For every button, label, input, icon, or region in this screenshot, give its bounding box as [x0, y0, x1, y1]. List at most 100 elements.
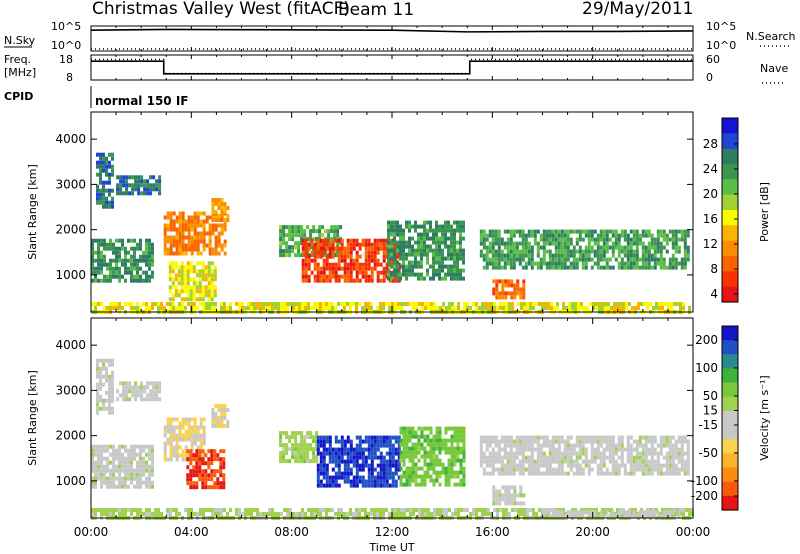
- echo-cell: [629, 435, 633, 440]
- echo-cell: [659, 245, 663, 250]
- echo-cell: [340, 435, 344, 440]
- echo-cell: [545, 265, 549, 270]
- echo-cell: [184, 227, 188, 232]
- echo-cell: [479, 451, 483, 456]
- echo-cell: [180, 297, 184, 302]
- echo-cell: [211, 420, 215, 424]
- echo-cell: [207, 473, 211, 478]
- echo-cell: [213, 293, 217, 298]
- echo-cell: [641, 233, 645, 238]
- echo-cell: [220, 243, 224, 248]
- echo-cell: [102, 382, 105, 387]
- echo-cell: [142, 512, 145, 516]
- echo-cell: [192, 285, 196, 290]
- echo-cell: [127, 508, 130, 512]
- echo-cell: [655, 508, 658, 512]
- echo-cell: [181, 453, 185, 458]
- echo-cell: [106, 468, 109, 473]
- echo-cell: [210, 285, 214, 290]
- echo-cell: [507, 291, 511, 296]
- echo-cell: [593, 249, 597, 254]
- echo-cell: [187, 421, 191, 426]
- echo-cell: [524, 237, 528, 242]
- echo-cell: [172, 425, 176, 430]
- echo-cell: [322, 467, 326, 472]
- echo-cell: [587, 253, 591, 258]
- echo-cell: [641, 253, 645, 258]
- echo-cell: [337, 467, 341, 472]
- echo-cell: [402, 450, 406, 455]
- echo-cell: [163, 243, 167, 248]
- echo-cell: [505, 302, 508, 306]
- echo-cell: [671, 265, 675, 270]
- echo-cell: [644, 455, 648, 460]
- echo-cell: [593, 237, 597, 242]
- echo-cell: [139, 242, 142, 247]
- echo-cell: [178, 215, 182, 220]
- echo-cell: [459, 220, 462, 225]
- echo-cell: [444, 474, 448, 479]
- echo-cell: [432, 462, 436, 467]
- echo-cell: [127, 452, 130, 457]
- echo-cell: [130, 480, 133, 485]
- echo-cell: [315, 439, 319, 444]
- echo-cell: [527, 443, 531, 448]
- echo-cell: [301, 278, 305, 283]
- echo-cell: [653, 253, 657, 258]
- echo-cell: [133, 468, 136, 473]
- echo-cell: [207, 289, 211, 294]
- echo-cell: [319, 459, 323, 464]
- echo-cell: [683, 241, 687, 246]
- echo-cell: [295, 306, 298, 310]
- echo-cell: [376, 435, 380, 440]
- echo-cell: [213, 277, 217, 282]
- echo-cell: [516, 283, 520, 288]
- echo-cell: [130, 476, 133, 481]
- echo-cell: [488, 261, 492, 266]
- echo-cell: [102, 160, 105, 165]
- echo-cell: [417, 260, 420, 265]
- echo-cell: [596, 439, 600, 444]
- echo-cell: [334, 463, 338, 468]
- echo-cell: [420, 244, 423, 249]
- echo-cell: [399, 244, 402, 249]
- echo-cell: [91, 302, 94, 306]
- echo-cell: [647, 257, 651, 262]
- echo-cell: [450, 248, 453, 253]
- echo-cell: [408, 458, 412, 463]
- echo-cell: [376, 258, 380, 263]
- echo-cell: [169, 227, 173, 232]
- echo-cell: [310, 512, 313, 516]
- echo-cell: [127, 238, 130, 243]
- echo-cell: [506, 459, 510, 464]
- echo-cell: [512, 439, 516, 444]
- echo-cell: [213, 485, 217, 490]
- echo-cell: [285, 435, 289, 440]
- echo-cell: [204, 265, 208, 270]
- echo-cell: [632, 265, 636, 270]
- echo-cell: [444, 224, 447, 229]
- echo-cell: [478, 306, 481, 310]
- echo-cell: [438, 240, 441, 245]
- echo-cell: [343, 278, 347, 283]
- echo-cell: [659, 435, 663, 440]
- echo-cell: [217, 251, 221, 256]
- echo-cell: [504, 291, 508, 296]
- echo-cell: [408, 252, 411, 257]
- echo-cell: [578, 463, 582, 468]
- echo-cell: [399, 466, 403, 471]
- echo-cell: [91, 448, 94, 453]
- echo-cell: [653, 435, 657, 440]
- echo-cell: [370, 274, 374, 279]
- echo-cell: [617, 237, 621, 242]
- echo-cell: [492, 497, 496, 502]
- echo-cell: [343, 274, 347, 279]
- echo-cell: [133, 476, 136, 481]
- echo-cell: [635, 245, 639, 250]
- echo-cell: [301, 258, 305, 263]
- echo-cell: [620, 435, 624, 440]
- echo-cell: [105, 156, 108, 161]
- echo-cell: [500, 435, 504, 440]
- echo-cell: [547, 306, 550, 310]
- echo-cell: [560, 510, 564, 515]
